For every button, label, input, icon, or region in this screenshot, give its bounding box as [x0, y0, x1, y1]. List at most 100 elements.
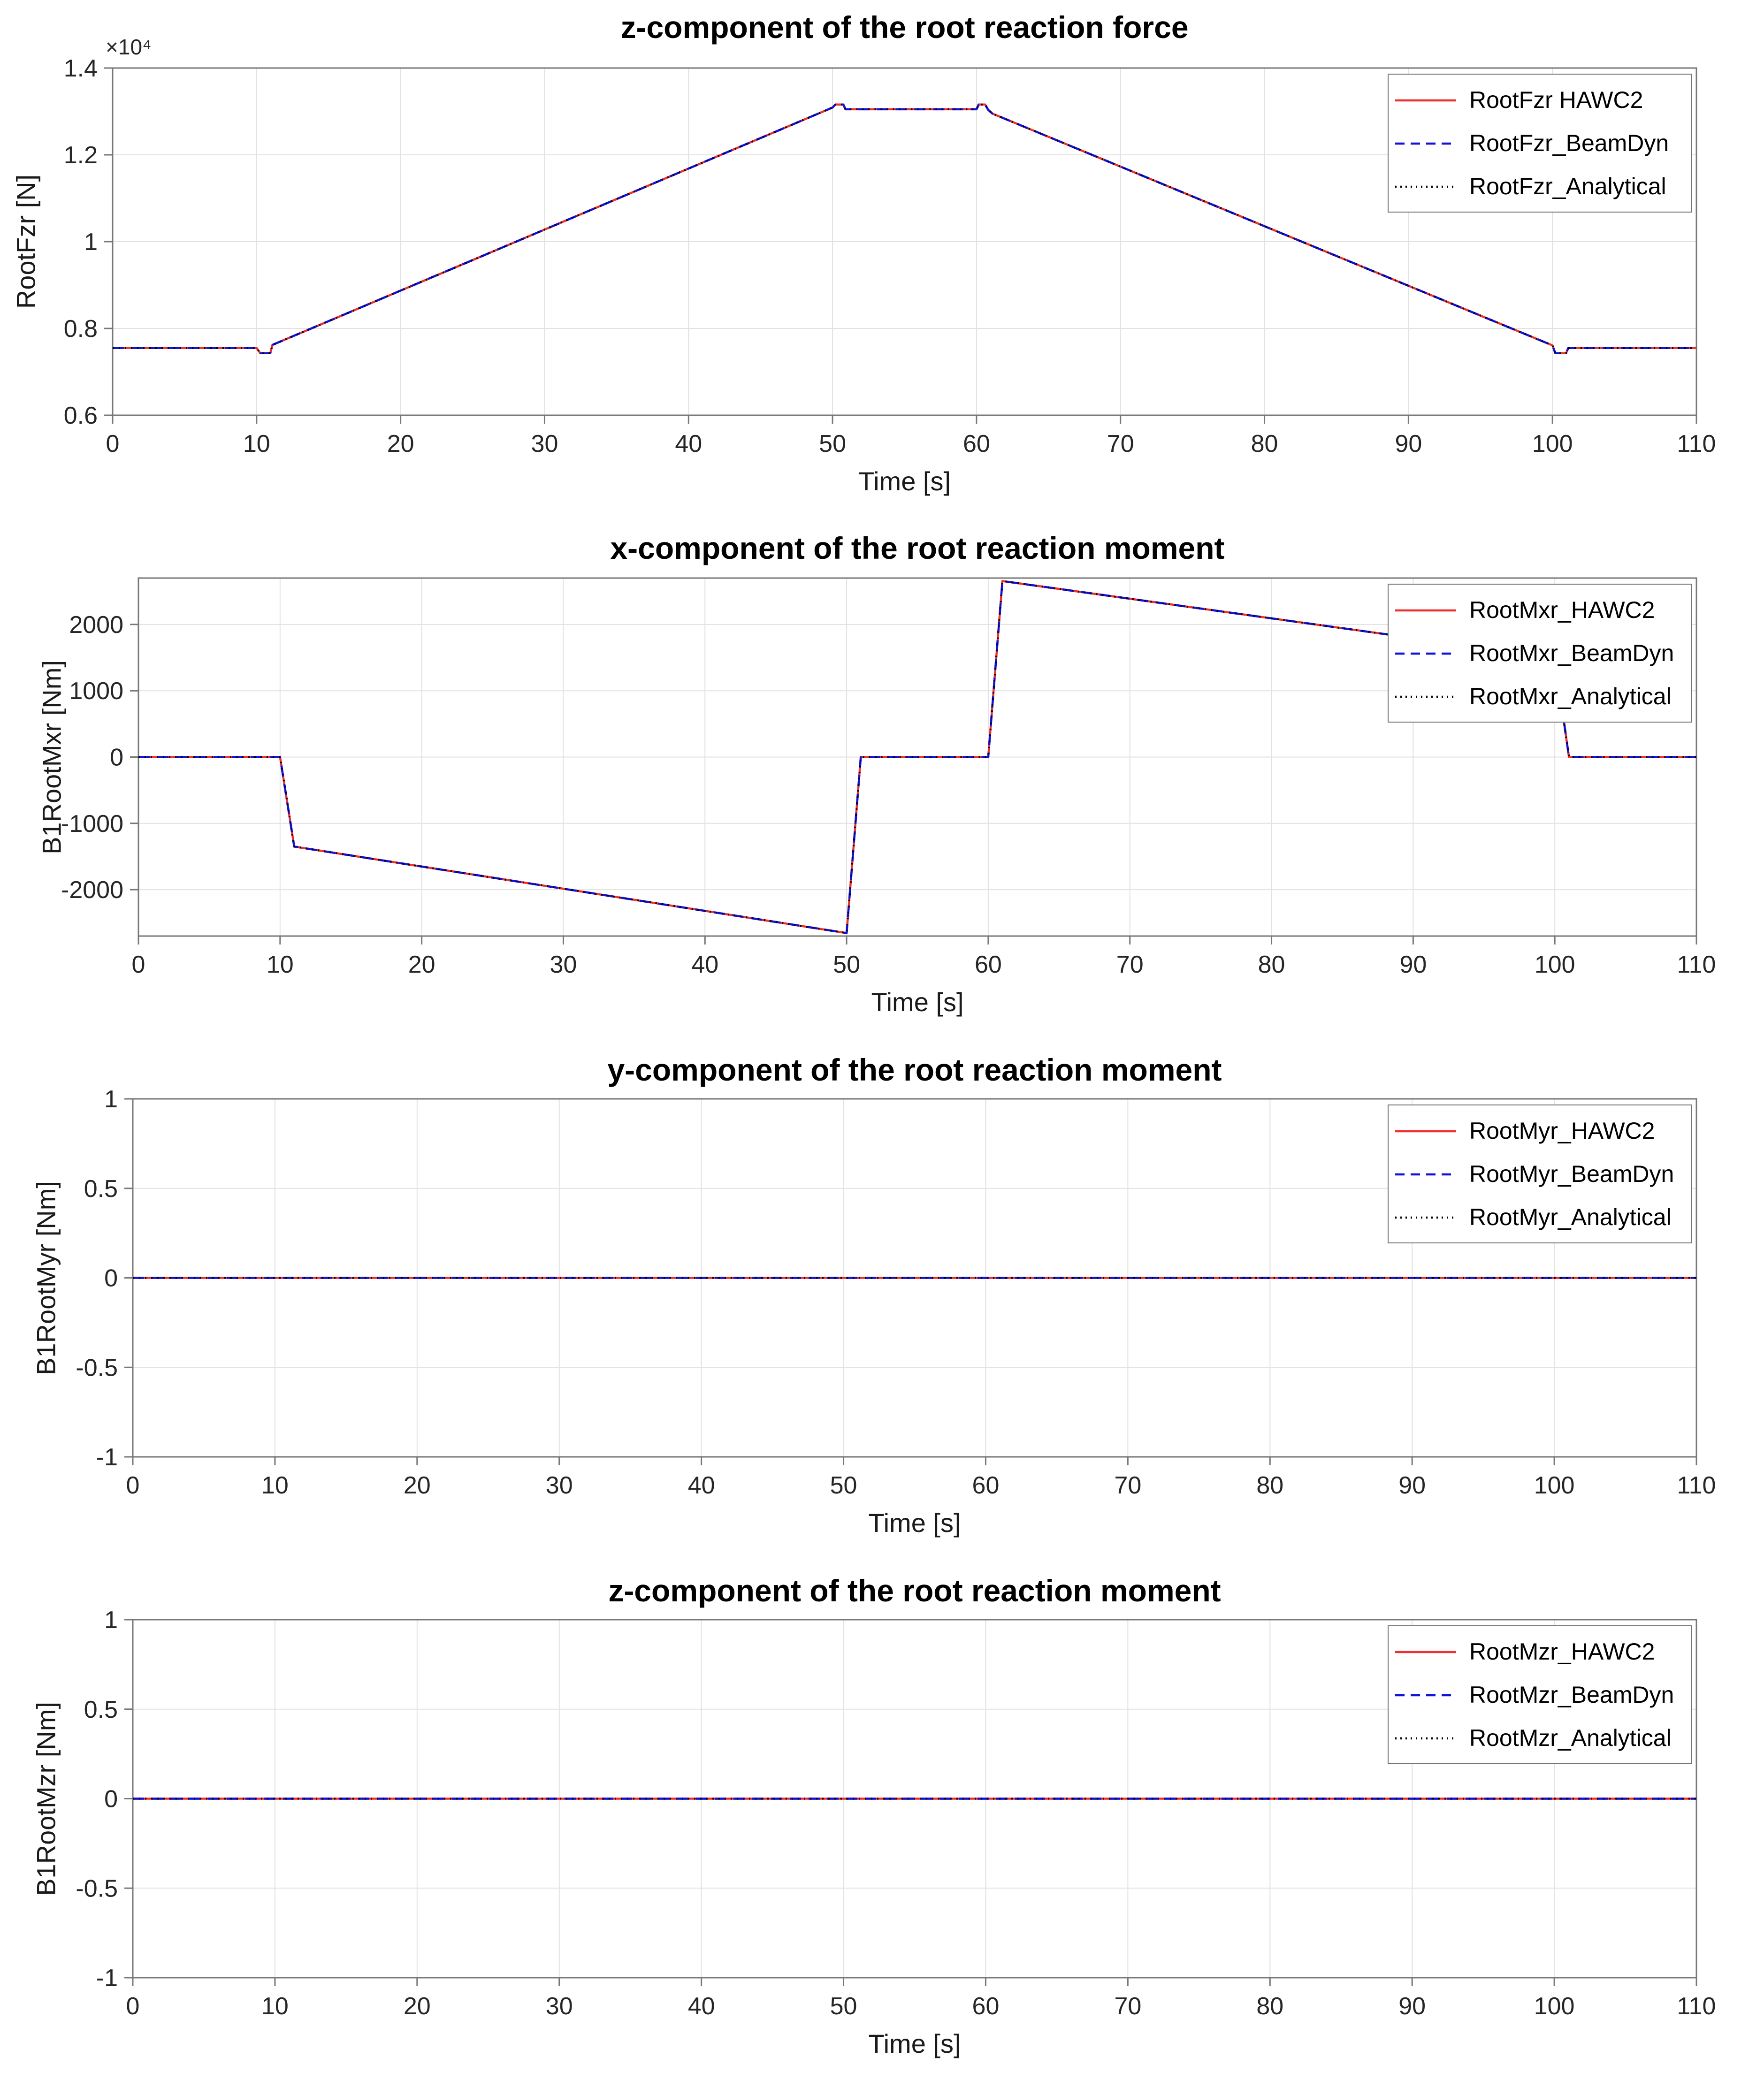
- legend-entry-label: RootMyr_BeamDyn: [1469, 1161, 1674, 1187]
- y-tick-label: -1: [96, 1444, 118, 1471]
- chart2-title: x-component of the root reaction moment: [610, 531, 1225, 565]
- legend-entry: RootMxr_Analytical: [1395, 675, 1684, 718]
- chart3-axes: 0 10 20 30 40 50 60 70 80 90 100 110 -1 -0.5 0 0.5 1: [76, 1086, 1716, 1499]
- x-tick-label: 50: [819, 430, 846, 457]
- x-tick-label: 60: [963, 430, 990, 457]
- y-tick-label: -1: [96, 1965, 118, 1992]
- legend-entry: RootMxr_BeamDyn: [1395, 632, 1684, 675]
- legend-solid-line-sample: [1395, 1130, 1456, 1133]
- x-tick-label: 110: [1677, 1472, 1716, 1499]
- chart1-y-axis-label: RootFzr [N]: [11, 174, 41, 309]
- y-tick-label: 0.5: [84, 1175, 118, 1203]
- x-tick-label: 0: [126, 1472, 140, 1499]
- legend-entry-label: RootMxr_Analytical: [1469, 683, 1672, 709]
- x-tick-label: 90: [1398, 1993, 1426, 2020]
- x-tick-label: 80: [1258, 951, 1285, 978]
- legend-dashed-line-sample: [1395, 142, 1456, 145]
- legend-dotted-line-sample: [1395, 1216, 1456, 1219]
- legend-dotted-line-sample: [1395, 695, 1456, 698]
- x-tick-label: 20: [404, 1472, 431, 1499]
- legend-entry-label: RootFzr HAWC2: [1469, 87, 1643, 113]
- chart1-title: z-component of the root reaction force: [620, 10, 1189, 45]
- chart1-y-axis-multiplier: ×10⁴: [106, 35, 152, 59]
- x-tick-label: 90: [1399, 951, 1427, 978]
- legend-dashed-line-sample: [1395, 1694, 1456, 1697]
- legend-entry-label: RootMxr_HAWC2: [1469, 597, 1655, 623]
- y-tick-label: 1: [104, 1086, 118, 1113]
- legend-solid-line-sample: [1395, 1651, 1456, 1653]
- legend-entry-label: RootFzr_Analytical: [1469, 173, 1666, 199]
- series-line-dashed: [113, 103, 1696, 354]
- x-tick-label: 40: [688, 1993, 715, 2020]
- x-tick-label: 110: [1677, 951, 1716, 978]
- x-tick-label: 90: [1395, 430, 1422, 457]
- x-tick-label: 60: [972, 1993, 1000, 2020]
- y-tick-label: 0: [104, 1786, 118, 1813]
- legend-dashed-line-sample: [1395, 1173, 1456, 1176]
- legend-entry: RootFzr_Analytical: [1395, 165, 1684, 208]
- x-tick-label: 40: [691, 951, 718, 978]
- legend-dashed-line-sample: [1395, 652, 1456, 655]
- x-tick-label: 50: [833, 951, 860, 978]
- legend-dotted-line-sample: [1395, 1737, 1456, 1740]
- y-tick-label: 1000: [69, 678, 123, 705]
- x-tick-label: 70: [1114, 1993, 1141, 2020]
- x-tick-label: 30: [546, 1472, 573, 1499]
- chart4-title: z-component of the root reaction moment: [608, 1573, 1221, 1608]
- x-tick-label: 0: [132, 951, 145, 978]
- y-tick-label: 0: [110, 744, 123, 771]
- x-tick-label: 60: [972, 1472, 1000, 1499]
- y-tick-label: -0.5: [76, 1354, 118, 1381]
- x-tick-label: 50: [830, 1993, 857, 2020]
- chart4-x-axis-label: Time [s]: [868, 2029, 961, 2058]
- legend-entry: RootMzr_Analytical: [1395, 1716, 1684, 1759]
- legend-entry: RootMyr_Analytical: [1395, 1196, 1684, 1239]
- legend-entry: RootMzr_HAWC2: [1395, 1630, 1684, 1673]
- legend-entry-label: RootMxr_BeamDyn: [1469, 640, 1674, 666]
- x-tick-label: 10: [243, 430, 270, 457]
- legend-entry-label: RootMyr_HAWC2: [1469, 1118, 1655, 1144]
- chart1-axes: 0 10 20 30 40 50 60 70 80 90 100 110 0.6 0.8 1 1.2 1.4: [64, 55, 1716, 457]
- x-tick-label: 100: [1532, 430, 1573, 457]
- chart3-title: y-component of the root reaction moment: [607, 1052, 1222, 1087]
- y-tick-label: 0.5: [84, 1696, 118, 1723]
- y-tick-label: 1: [84, 229, 98, 256]
- legend-entry-label: RootMzr_BeamDyn: [1469, 1682, 1674, 1708]
- x-tick-label: 20: [404, 1993, 431, 2020]
- legend-entry-label: RootFzr_BeamDyn: [1469, 130, 1669, 156]
- chart2-x-axis-label: Time [s]: [871, 987, 964, 1017]
- legend-entry-label: RootMzr_Analytical: [1469, 1725, 1672, 1751]
- y-tick-label: 0.8: [64, 315, 98, 343]
- x-tick-label: 30: [546, 1993, 573, 2020]
- x-tick-label: 30: [531, 430, 558, 457]
- x-tick-label: 70: [1114, 1472, 1141, 1499]
- y-tick-label: 0.6: [64, 402, 98, 429]
- x-tick-label: 50: [830, 1472, 857, 1499]
- x-tick-label: 100: [1534, 1472, 1575, 1499]
- x-tick-label: 80: [1251, 430, 1278, 457]
- chart3-y-axis-label: B1RootMyr [Nm]: [31, 1181, 61, 1375]
- y-tick-label: 1.2: [64, 142, 98, 169]
- legend-entry-label: RootMzr_HAWC2: [1469, 1638, 1655, 1665]
- legend-entry: RootMyr_BeamDyn: [1395, 1152, 1684, 1196]
- x-tick-label: 110: [1677, 1993, 1716, 2020]
- x-tick-label: 30: [550, 951, 577, 978]
- legend-entry: RootMyr_HAWC2: [1395, 1109, 1684, 1152]
- y-tick-label: 1.4: [64, 55, 98, 82]
- chart4-axes: 0 10 20 30 40 50 60 70 80 90 100 110 -1 -0.5 0 0.5 1: [76, 1607, 1716, 2020]
- legend-dotted-line-sample: [1395, 185, 1456, 188]
- y-tick-label: -2000: [61, 876, 123, 904]
- chart4-y-axis-label: B1RootMzr [Nm]: [31, 1701, 61, 1896]
- x-tick-label: 10: [261, 1472, 289, 1499]
- x-tick-label: 60: [975, 951, 1002, 978]
- x-tick-label: 70: [1107, 430, 1134, 457]
- x-tick-label: 80: [1256, 1993, 1283, 2020]
- x-tick-label: 20: [408, 951, 435, 978]
- x-tick-label: 100: [1534, 1993, 1575, 2020]
- y-tick-label: 1: [104, 1607, 118, 1634]
- chart3-legend: RootMyr_HAWC2 RootMyr_BeamDyn RootMyr_Anal…: [1388, 1104, 1692, 1243]
- x-tick-label: 40: [688, 1472, 715, 1499]
- x-tick-label: 0: [106, 430, 120, 457]
